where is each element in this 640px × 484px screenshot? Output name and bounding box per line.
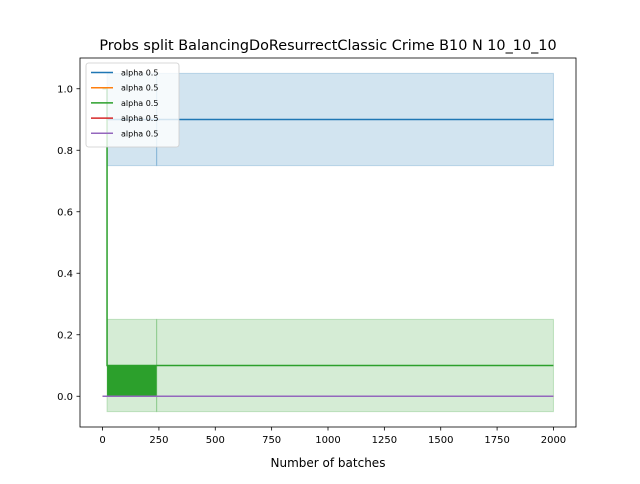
legend-box <box>85 62 180 148</box>
x-tick-label-1: 0 <box>99 435 105 446</box>
legend-label-3: alpha 0.5 <box>121 99 158 108</box>
y-tick-label-1: 0.0 <box>57 392 73 403</box>
x-tick-label-7: 1500 <box>428 435 453 446</box>
x-axis-label: Number of batches <box>271 456 386 470</box>
x-axis-ticks: 0 250 500 750 1000 1250 1500 1750 2000 <box>99 427 566 446</box>
x-tick-label-9: 2000 <box>541 435 566 446</box>
x-tick-label-2: 250 <box>149 435 168 446</box>
legend-label-1: alpha 0.5 <box>121 69 158 78</box>
fill-series-3 <box>107 365 157 397</box>
legend-label-4: alpha 0.5 <box>121 114 158 123</box>
y-axis-ticks: 0.0 0.2 0.4 0.6 0.8 1.0 <box>57 84 80 403</box>
y-tick-label-4: 0.6 <box>57 207 73 218</box>
x-tick-label-3: 500 <box>206 435 225 446</box>
y-tick-label-6: 1.0 <box>57 84 73 95</box>
legend: alpha 0.5 alpha 0.5 alpha 0.5 alpha 0.5 alph… <box>85 62 180 148</box>
x-tick-label-5: 1000 <box>315 435 340 446</box>
x-tick-label-4: 750 <box>262 435 281 446</box>
chart-title: Probs split BalancingDoResurrectClassic … <box>99 38 556 54</box>
y-tick-label-5: 0.8 <box>57 146 73 157</box>
y-tick-label-2: 0.2 <box>57 330 73 341</box>
legend-label-5: alpha 0.5 <box>121 129 158 138</box>
y-tick-label-3: 0.4 <box>57 269 73 280</box>
x-tick-label-6: 1250 <box>372 435 397 446</box>
legend-label-2: alpha 0.5 <box>121 84 158 93</box>
x-tick-label-8: 1750 <box>484 435 509 446</box>
